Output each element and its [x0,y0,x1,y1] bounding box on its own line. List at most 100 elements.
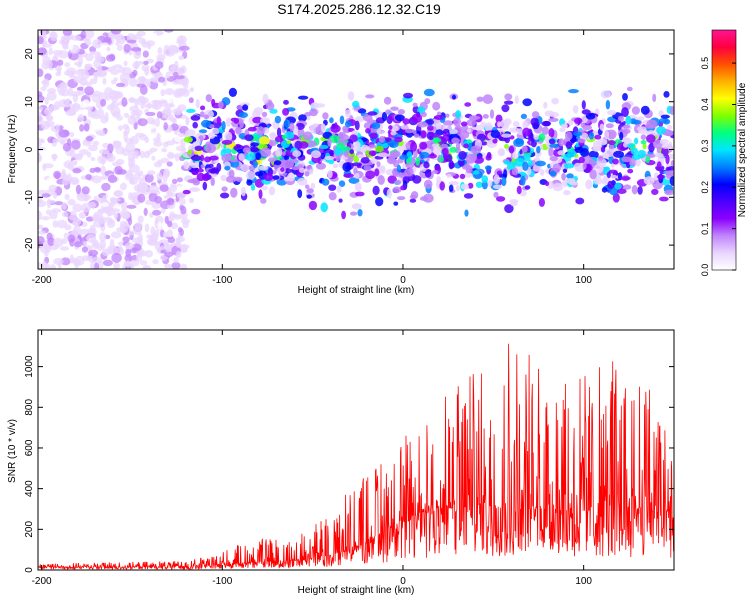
spectrogram-cell [535,160,546,167]
spectrogram-cell [123,60,128,67]
spectrogram-cell [276,127,282,138]
spectrogram-cell [453,117,461,127]
spectrogram-cell [139,260,148,266]
spectrogram-cell [143,207,148,216]
spectrogram-cell [409,198,417,203]
spectrogram-cell [566,173,574,179]
spectrogram-cell [574,117,583,125]
spectrogram-cell [136,83,146,88]
spectrogram-cell [221,120,226,131]
spectrogram-cell [623,124,630,129]
spectrogram-cell [165,244,171,253]
spectrogram-cell [263,172,274,182]
spectrogram-cell [436,176,442,185]
spectrogram-cell [109,238,115,249]
spectrogram-cell [175,239,181,249]
spectrogram-cell [174,153,180,162]
spectrogram-cell [133,184,144,192]
spectrogram-cell [607,140,616,146]
spectrogram-cell [126,39,137,44]
spectrogram-cell [151,103,159,109]
spectrogram-cell [85,30,95,39]
spectrogram-cell [272,175,280,180]
spectrogram-cell [143,103,153,108]
spectrogram-cell [110,68,120,75]
spectrogram-cell [38,106,44,111]
spectrogram-cell [302,131,313,141]
spectrogram-cell [350,211,358,216]
spectrogram-cell [400,125,410,130]
spectrogram-cell [82,99,90,108]
spectrogram-cell [163,194,172,199]
spectrogram-cell [78,211,87,219]
spectrogram-cell [107,174,118,184]
spectrogram-cell [419,196,429,201]
spectrogram-cell [657,174,665,180]
spectrogram-cell [200,154,205,162]
spectrogram-cell [41,30,47,38]
spectrogram-cell [172,178,178,184]
spectrogram-cell [178,45,190,51]
spectrogram-cell [448,160,454,170]
spectrogram-cell [493,174,501,185]
spectrogram-cell [310,102,320,110]
spectrogram-cell [128,157,136,167]
spectrogram-cell [482,114,489,119]
spectrogram-cell [137,118,148,127]
snr-xlabel: Height of straight line (km) [298,585,415,596]
spectrogram-cell [565,131,573,141]
spectrogram-cell [161,147,168,153]
spectrogram-cell [605,99,611,110]
spectrogram-cell [165,71,171,79]
spectrogram-cell [521,145,528,153]
figure-title: S174.2025.286.12.32.C19 [277,1,441,17]
spectrogram-cell [600,90,611,99]
spectrogram-cell [423,88,435,97]
spectrogram-cell [45,209,52,216]
spectrogram-cell [114,140,122,148]
spectrogram-cell [342,125,349,132]
spectrogram-cell [38,236,45,245]
spectrogram-cell [376,161,381,167]
spectrogram-cell [92,71,100,78]
spectrogram-cell [133,200,140,206]
spectrogram-cell [127,192,133,201]
spectrogram-cell [306,194,312,199]
spectrogram-cell [195,99,200,109]
spectrogram-cell [164,88,175,96]
spectrogram-cell [221,186,228,192]
spectrogram-cell [176,145,186,152]
spectrogram-cell [217,133,223,139]
spectrogram-cell [194,159,200,169]
spectrogram-cell [131,243,142,252]
spectrogram-cell [481,175,489,184]
spectrogram-cell [551,97,559,105]
spectrogram-cell [487,179,493,187]
spectrogram-cell [100,42,109,47]
spectrogram-cell [97,108,105,119]
spectrogram-cell [472,170,480,175]
spectrogram-cell [501,133,512,138]
spectrogram-cell [65,109,77,116]
spectrogram-cell [116,44,123,52]
spectrogram-cell [119,220,127,228]
spectrogram-cell [664,170,674,177]
spectrogram-cell [61,211,68,217]
spectrogram-cell [86,233,97,243]
spectrogram-cell [572,131,583,137]
spectrogram-cell [139,150,145,159]
spectrogram-cell [76,86,85,91]
spectrogram-cell [365,128,371,134]
spectrogram-cell [508,145,515,154]
spectrogram-cell [46,199,56,204]
spectrogram-cell [137,250,148,257]
spectrogram-cell [225,117,231,128]
spectrogram-cell [71,103,78,110]
spectrogram-cell [284,168,293,174]
spectrogram-cell [573,162,582,170]
spectrogram-cell [377,175,385,185]
spectrogram-cell [442,147,449,157]
spectrogram-ytick-label: -20 [24,237,35,252]
spectrogram-cell [92,213,102,222]
